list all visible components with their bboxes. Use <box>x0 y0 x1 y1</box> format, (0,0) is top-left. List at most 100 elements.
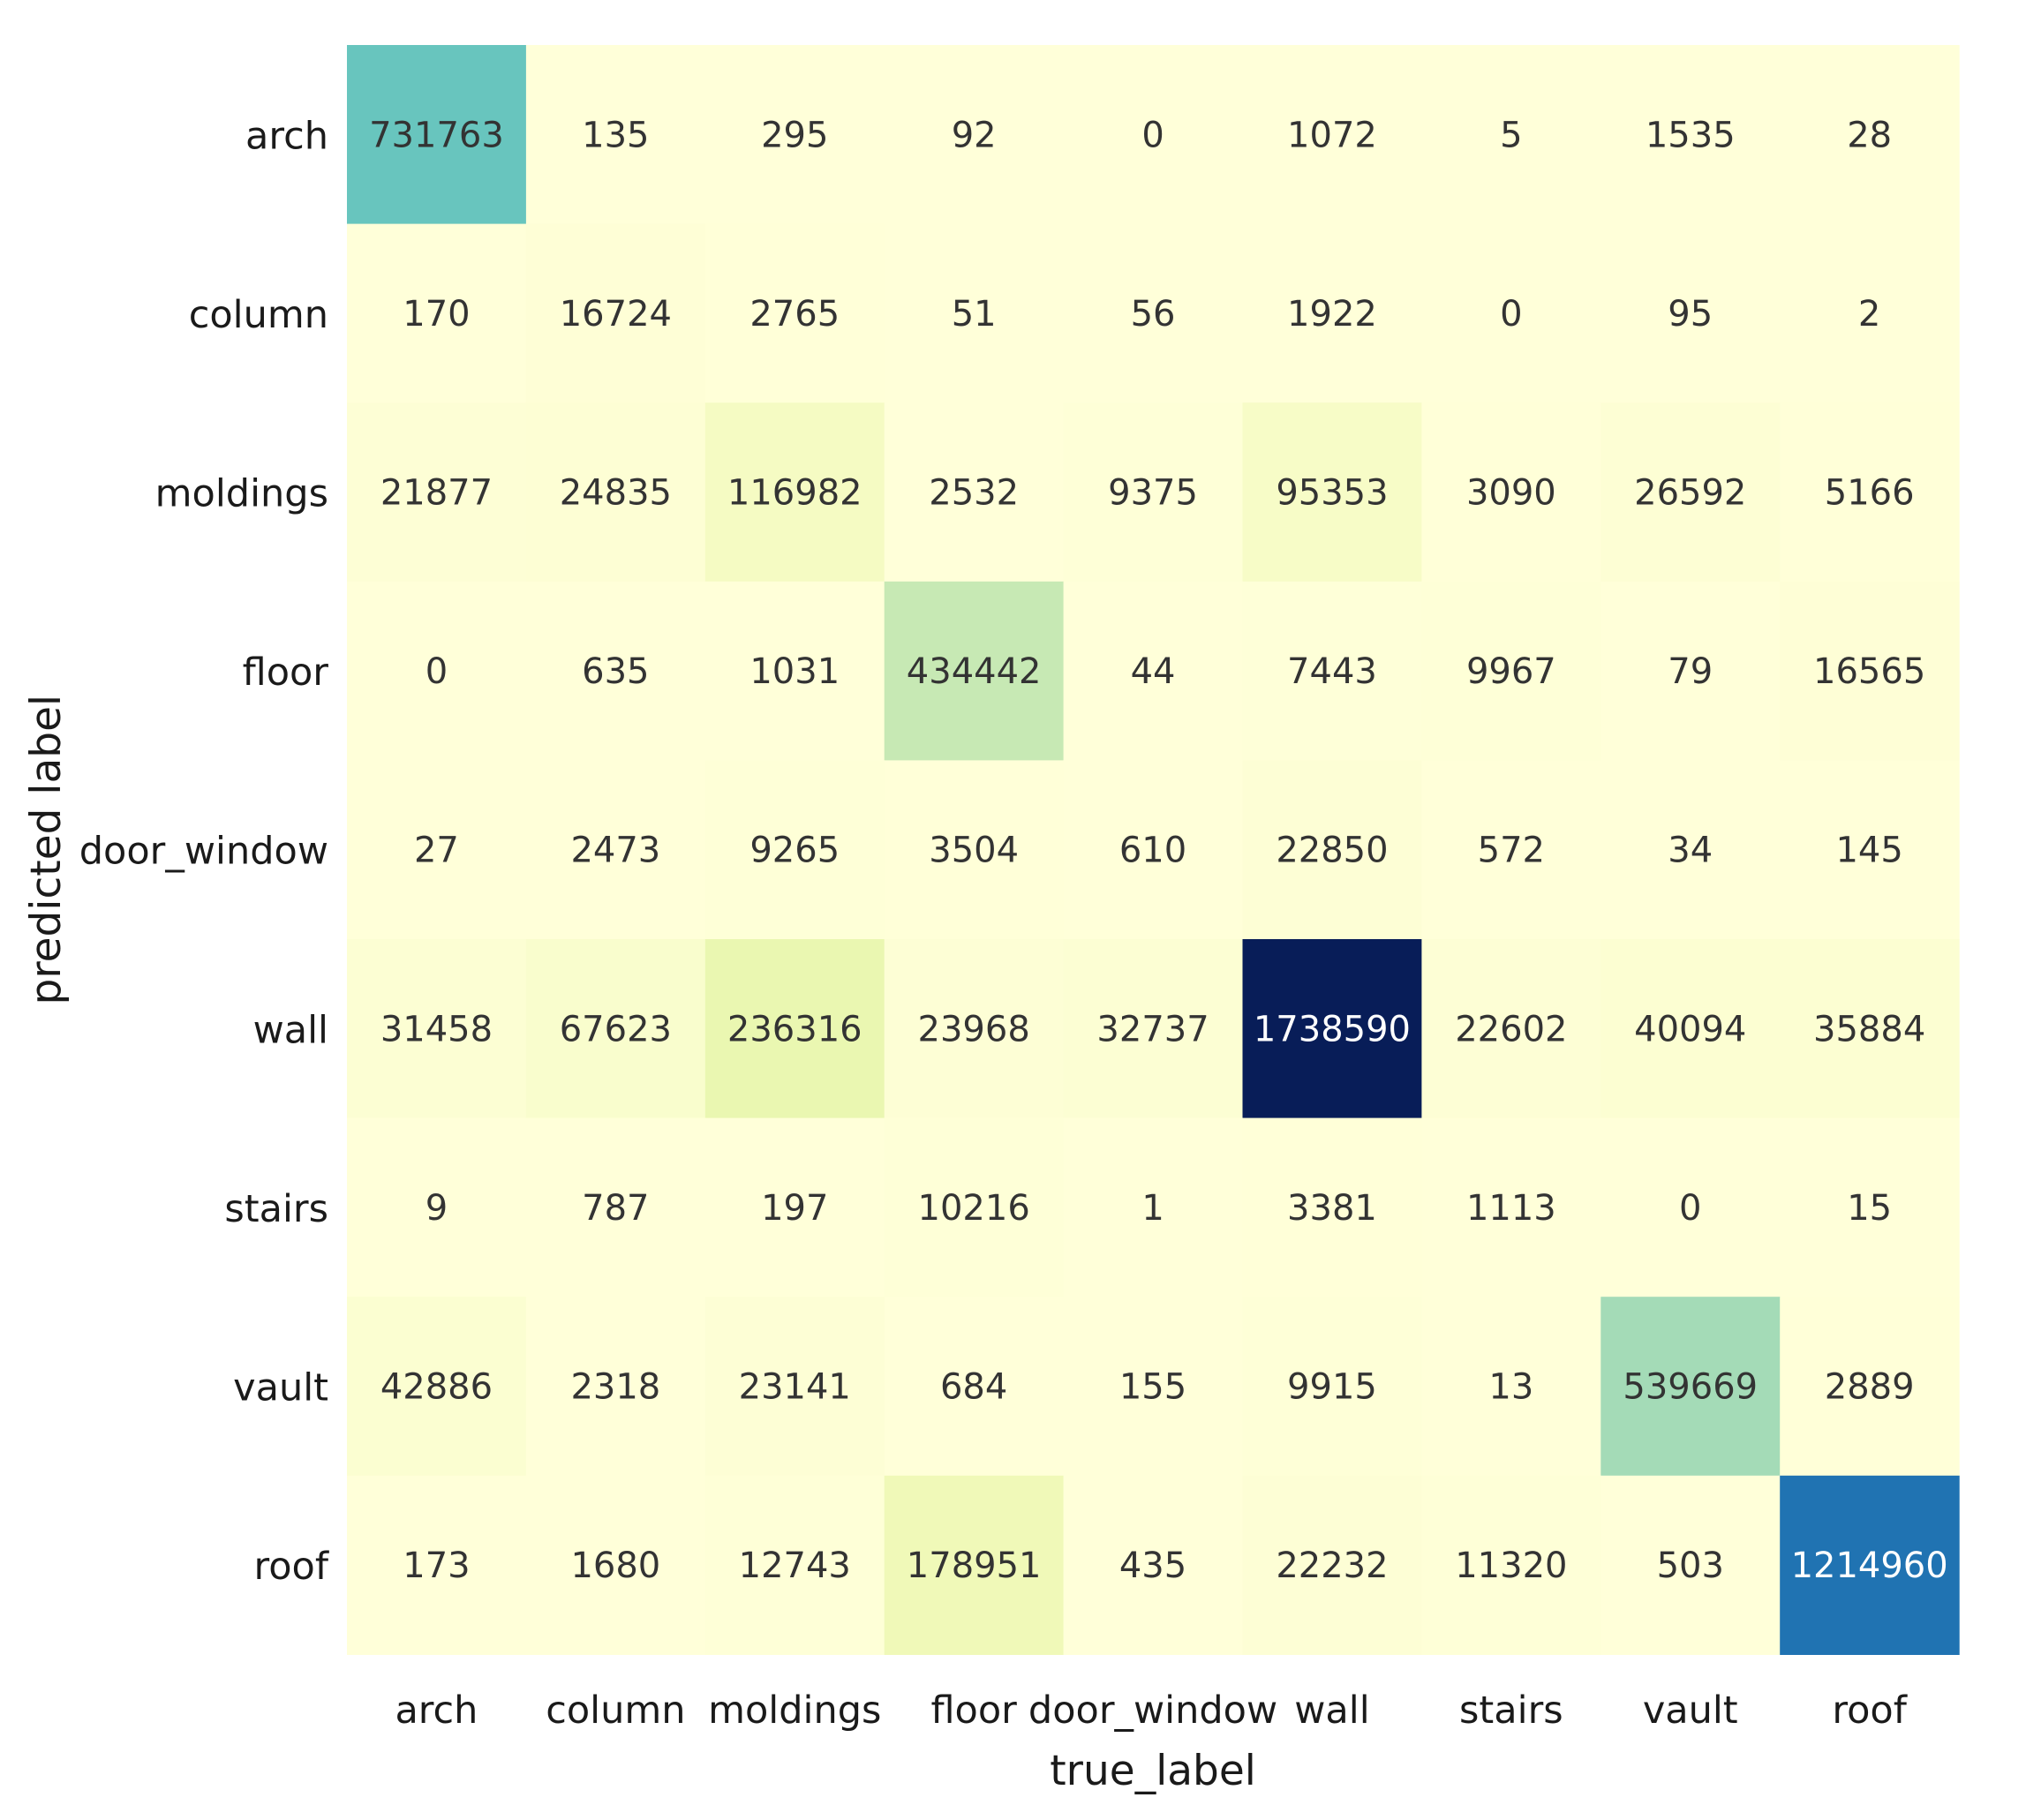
cell-value-label: 0 <box>1141 115 1164 155</box>
heatmap-cell <box>347 223 527 403</box>
cell-value-label: 1535 <box>1646 115 1736 155</box>
heatmap-cell <box>1242 402 1422 583</box>
cell-value-label: 635 <box>582 651 649 692</box>
cell-value-label: 572 <box>1478 831 1545 871</box>
heatmap-cell <box>704 760 885 940</box>
cell-value-label: 2532 <box>929 473 1019 514</box>
cell-value-label: 173 <box>403 1545 470 1586</box>
cell-value-label: 34 <box>1668 831 1713 871</box>
cell-value-label: 3090 <box>1466 473 1556 514</box>
cell-value-label: 16724 <box>560 294 672 335</box>
cell-value-label: 22232 <box>1276 1545 1388 1586</box>
cell-value-label: 0 <box>1679 1188 1701 1229</box>
cell-value-label: 155 <box>1119 1367 1186 1408</box>
cell-value-label: 40094 <box>1634 1009 1746 1049</box>
cell-value-label: 1738590 <box>1254 1009 1411 1049</box>
y-tick-label: floor <box>243 651 329 695</box>
cell-value-label: 1113 <box>1466 1188 1556 1229</box>
cell-value-label: 434442 <box>907 651 1042 692</box>
cell-value-label: 1 <box>1141 1188 1164 1229</box>
heatmap-cell <box>704 402 885 583</box>
x-tick-label: wall <box>1294 1688 1369 1733</box>
cell-value-label: 9 <box>426 1188 448 1229</box>
y-tick-label: vault <box>233 1366 328 1410</box>
heatmap-cell <box>525 45 706 225</box>
heatmap-cell <box>1242 760 1422 940</box>
x-axis-title: true_label <box>1050 1747 1256 1795</box>
cell-value-label: 503 <box>1657 1545 1724 1586</box>
x-tick-label: moldings <box>708 1688 881 1733</box>
heatmap-cell <box>1063 581 1244 761</box>
heatmap-cell <box>1421 1117 1601 1297</box>
heatmap-cell <box>525 1117 706 1297</box>
heatmap-cell <box>884 581 1065 761</box>
cell-value-label: 79 <box>1668 651 1713 692</box>
heatmap-cell <box>347 760 527 940</box>
heatmap-cell <box>347 581 527 761</box>
cell-value-label: 95353 <box>1276 473 1388 514</box>
heatmap-cell <box>704 939 885 1119</box>
cell-value-label: 23968 <box>918 1009 1030 1049</box>
cell-value-label: 2473 <box>570 831 660 871</box>
cell-value-label: 27 <box>414 831 459 871</box>
cell-value-label: 5166 <box>1825 473 1915 514</box>
cell-value-label: 1072 <box>1287 115 1377 155</box>
y-axis-title: predicted label <box>22 695 71 1005</box>
cell-value-label: 3504 <box>929 831 1019 871</box>
cell-value-label: 178951 <box>907 1545 1042 1586</box>
heatmap-cell <box>1600 45 1781 225</box>
x-tick-label: roof <box>1832 1688 1907 1733</box>
x-tick-label: arch <box>395 1688 478 1733</box>
cell-value-label: 21877 <box>380 473 493 514</box>
heatmap-cell <box>1242 1297 1422 1477</box>
heatmap-cell <box>525 581 706 761</box>
heatmap-cell <box>1242 45 1422 225</box>
cell-value-label: 35884 <box>1813 1009 1925 1049</box>
cell-value-label: 236316 <box>727 1009 862 1049</box>
heatmap-cell <box>884 45 1065 225</box>
heatmap-cell <box>1063 1297 1244 1477</box>
heatmap-cell <box>1421 402 1601 583</box>
heatmap-cell <box>1421 1475 1601 1655</box>
heatmap-cell <box>1600 760 1781 940</box>
x-tick-label: door_window <box>1028 1688 1277 1733</box>
heatmap-cell <box>1780 1297 1960 1477</box>
heatmap-cells <box>347 45 1960 1655</box>
heatmap-cell <box>1421 760 1601 940</box>
heatmap-cell <box>1242 1475 1422 1655</box>
cell-value-label: 13 <box>1488 1367 1533 1408</box>
cell-value-label: 67623 <box>560 1009 672 1049</box>
heatmap-cell <box>347 1297 527 1477</box>
heatmap-cell <box>1780 1117 1960 1297</box>
x-axis-tick-labels: arch column moldings floor door_window wall st… <box>395 1688 1907 1733</box>
heatmap-cell <box>347 402 527 583</box>
cell-value-label: 3381 <box>1287 1188 1377 1229</box>
heatmap-cell <box>1600 402 1781 583</box>
cell-value-label: 170 <box>403 294 470 335</box>
cell-value-label: 92 <box>952 115 997 155</box>
heatmap-cell <box>525 402 706 583</box>
heatmap-cell <box>1780 1475 1960 1655</box>
cell-value-label: 0 <box>1500 294 1522 335</box>
heatmap-cell <box>1063 223 1244 403</box>
x-tick-label: vault <box>1643 1688 1738 1733</box>
heatmap-cell <box>704 223 885 403</box>
cell-value-label: 42886 <box>380 1367 493 1408</box>
heatmap-cell <box>884 1475 1065 1655</box>
y-tick-label: column <box>189 293 328 337</box>
cell-value-label: 2 <box>1858 294 1880 335</box>
heatmap-cell <box>1780 581 1960 761</box>
cell-value-label: 22602 <box>1455 1009 1567 1049</box>
cell-value-label: 9375 <box>1108 473 1198 514</box>
heatmap-cell <box>1421 1297 1601 1477</box>
heatmap-cell <box>525 939 706 1119</box>
cell-value-label: 116982 <box>727 473 862 514</box>
heatmap-cell <box>704 1475 885 1655</box>
cell-value-label: 9967 <box>1466 651 1556 692</box>
cell-value-label: 610 <box>1119 831 1186 871</box>
heatmap-cell <box>1421 45 1601 225</box>
heatmap-cell <box>884 1297 1065 1477</box>
heatmap-cell <box>1600 939 1781 1119</box>
